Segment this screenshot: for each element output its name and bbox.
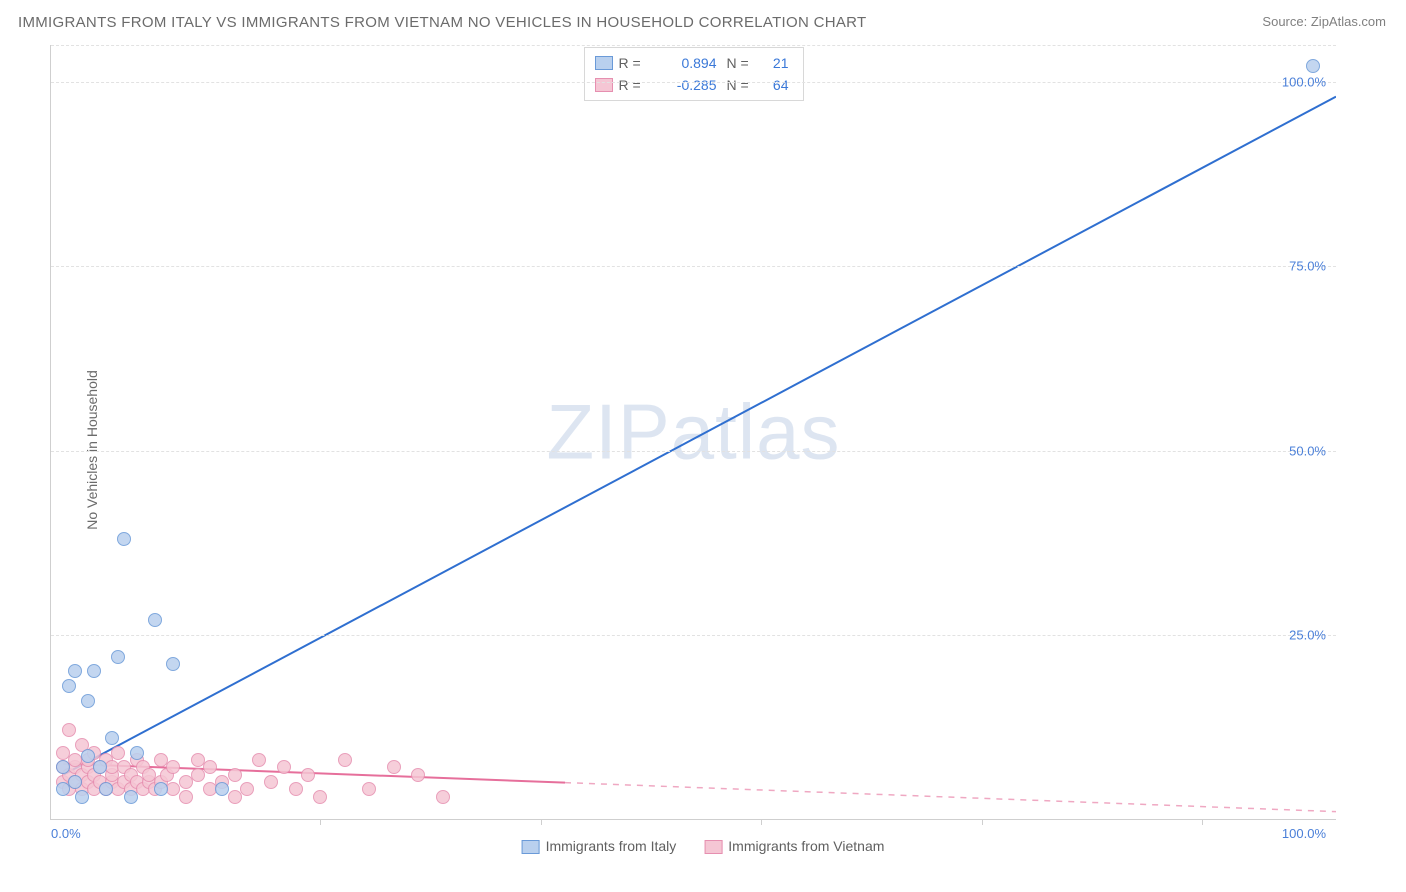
data-point	[87, 664, 101, 678]
data-point	[338, 753, 352, 767]
x-axis-max-label: 100.0%	[1282, 826, 1326, 841]
n-label: N =	[727, 77, 755, 93]
chart-title: IMMIGRANTS FROM ITALY VS IMMIGRANTS FROM…	[18, 14, 867, 31]
source-attribution: Source: ZipAtlas.com	[1262, 14, 1386, 29]
data-point	[117, 532, 131, 546]
r-value: -0.285	[657, 77, 717, 93]
data-point	[203, 760, 217, 774]
x-tick-mark	[320, 819, 321, 825]
legend-stat-row: R = 0.894 N = 21	[595, 52, 789, 74]
series-legend: Immigrants from Italy Immigrants from Vie…	[522, 838, 885, 854]
data-point	[68, 664, 82, 678]
data-point	[313, 790, 327, 804]
x-axis-min-label: 0.0%	[51, 826, 81, 841]
plot-area: ZIPatlas R =0.894N =21R =-0.285N =64 0.0…	[50, 45, 1336, 820]
data-point	[1306, 59, 1320, 73]
data-point	[411, 768, 425, 782]
legend-swatch	[595, 56, 613, 70]
r-label: R =	[619, 77, 651, 93]
data-point	[68, 775, 82, 789]
x-tick-mark	[541, 819, 542, 825]
x-tick-mark	[1202, 819, 1203, 825]
data-point	[387, 760, 401, 774]
r-value: 0.894	[657, 55, 717, 71]
y-tick-label: 50.0%	[1289, 443, 1326, 458]
chart-container: No Vehicles in Household ZIPatlas R =0.8…	[0, 40, 1406, 860]
data-point	[264, 775, 278, 789]
trend-lines	[51, 45, 1336, 819]
data-point	[56, 760, 70, 774]
data-point	[81, 749, 95, 763]
data-point	[240, 782, 254, 796]
data-point	[124, 790, 138, 804]
data-point	[111, 650, 125, 664]
data-point	[130, 746, 144, 760]
legend-label: Immigrants from Vietnam	[728, 838, 884, 854]
y-tick-label: 25.0%	[1289, 628, 1326, 643]
n-value: 21	[761, 55, 789, 71]
gridline-h	[51, 635, 1336, 636]
data-point	[277, 760, 291, 774]
stats-legend: R = 0.894 N = 21 R = -0.285 N = 64	[584, 47, 804, 101]
y-tick-label: 75.0%	[1289, 259, 1326, 274]
r-label: R =	[619, 55, 651, 71]
gridline-h	[51, 451, 1336, 452]
watermark: ZIPatlas	[546, 387, 840, 478]
gridline-h	[51, 266, 1336, 267]
data-point	[289, 782, 303, 796]
data-point	[111, 746, 125, 760]
data-point	[252, 753, 266, 767]
data-point	[148, 613, 162, 627]
data-point	[166, 760, 180, 774]
y-tick-label: 100.0%	[1282, 74, 1326, 89]
legend-item: Immigrants from Italy	[522, 838, 677, 854]
data-point	[99, 782, 113, 796]
n-value: 64	[761, 77, 789, 93]
data-point	[81, 694, 95, 708]
x-tick-mark	[761, 819, 762, 825]
legend-swatch	[704, 840, 722, 854]
data-point	[301, 768, 315, 782]
data-point	[436, 790, 450, 804]
legend-item: Immigrants from Vietnam	[704, 838, 884, 854]
data-point	[93, 760, 107, 774]
legend-swatch	[522, 840, 540, 854]
data-point	[154, 782, 168, 796]
data-point	[179, 790, 193, 804]
legend-stat-row: R = -0.285 N = 64	[595, 74, 789, 96]
x-tick-mark	[982, 819, 983, 825]
source-label: Source:	[1262, 14, 1307, 29]
legend-swatch	[595, 78, 613, 92]
gridline-h	[51, 82, 1336, 83]
data-point	[75, 790, 89, 804]
data-point	[105, 731, 119, 745]
legend-label: Immigrants from Italy	[546, 838, 677, 854]
n-label: N =	[727, 55, 755, 71]
data-point	[215, 782, 229, 796]
data-point	[166, 657, 180, 671]
data-point	[62, 723, 76, 737]
source-link[interactable]: ZipAtlas.com	[1311, 14, 1386, 29]
data-point	[228, 768, 242, 782]
data-point	[362, 782, 376, 796]
data-point	[62, 679, 76, 693]
gridline-h	[51, 45, 1336, 46]
